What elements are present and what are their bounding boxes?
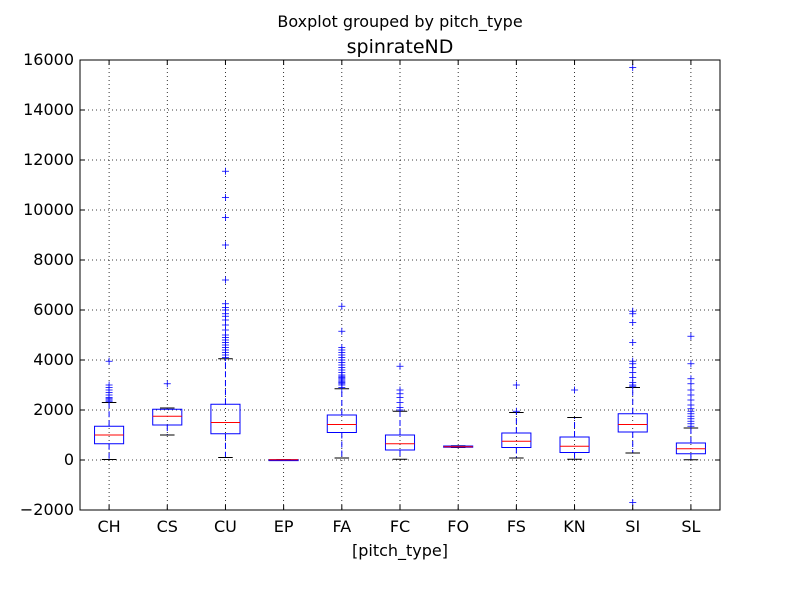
flier-point <box>629 307 637 315</box>
y-tick-label: 6000 <box>33 300 74 319</box>
flier-point <box>396 362 404 370</box>
flier-point <box>512 407 520 415</box>
box-cs <box>152 380 183 436</box>
flier-point <box>338 327 346 335</box>
iqr-box <box>326 414 357 433</box>
box-ch <box>94 357 125 460</box>
box-fs <box>501 381 532 459</box>
flier-point <box>687 375 695 383</box>
flier-point <box>105 357 113 365</box>
box-sl <box>675 332 706 461</box>
flier-point <box>571 386 579 394</box>
box-cu <box>210 167 241 458</box>
iqr-box <box>617 413 648 433</box>
flier-point <box>512 381 520 389</box>
y-tick-label: 14000 <box>23 100 74 119</box>
x-tick-label-si: SI <box>625 517 640 536</box>
flier-point <box>163 380 171 388</box>
x-tick-label-kn: KN <box>563 517 585 536</box>
box-fc <box>384 362 416 460</box>
flier-point <box>221 276 229 284</box>
x-axis-label: [pitch_type] <box>352 541 448 561</box>
box-fo <box>443 445 474 448</box>
y-tick-label: 12000 <box>23 150 74 169</box>
x-tick-label-cu: CU <box>214 517 237 536</box>
flier-point <box>338 344 346 351</box>
y-tick-label: 4000 <box>33 350 74 369</box>
x-tick-label-cs: CS <box>157 517 178 536</box>
iqr-box <box>501 432 532 448</box>
y-tick-label: 16000 <box>23 50 74 69</box>
y-tick-label: 0 <box>64 450 74 469</box>
x-axis: CH CS CU EP FA FC FO FS KN SI SL <box>97 60 701 536</box>
iqr-box <box>210 403 241 435</box>
flier-point <box>687 360 695 368</box>
flier-point <box>221 241 229 249</box>
y-tick-label: 2000 <box>33 400 74 419</box>
x-tick-label-sl: SL <box>681 517 700 536</box>
flier-point <box>629 499 637 506</box>
x-tick-label-fs: FS <box>507 517 526 536</box>
flier-point <box>221 300 229 308</box>
flier-point <box>687 386 695 394</box>
box-kn <box>559 386 590 460</box>
y-axis: −2000 0 2000 4000 6000 8000 10000 12000 14000 160… <box>20 50 720 519</box>
flier-point <box>687 332 695 340</box>
grid-lines <box>80 59 720 511</box>
flier-point <box>396 386 404 394</box>
chart-suptitle: Boxplot grouped by pitch_type <box>277 12 522 32</box>
flier-point <box>221 194 229 201</box>
x-tick-label-ch: CH <box>97 517 120 536</box>
chart-title: spinrateND <box>347 36 454 58</box>
iqr-box <box>152 408 183 426</box>
box-fa <box>326 302 357 459</box>
y-tick-label: 10000 <box>23 200 74 219</box>
flier-point <box>629 319 637 326</box>
y-tick-label: 8000 <box>33 250 74 269</box>
flier-point <box>105 381 113 389</box>
flier-point <box>629 64 637 71</box>
flier-point <box>629 357 637 365</box>
box-group <box>94 64 706 506</box>
box-si <box>617 64 648 506</box>
x-tick-label-fa: FA <box>332 517 351 536</box>
y-tick-label: −2000 <box>20 500 74 519</box>
x-tick-label-fc: FC <box>390 517 410 536</box>
flier-point <box>221 214 229 221</box>
x-tick-label-fo: FO <box>447 517 469 536</box>
box-ep <box>268 459 299 462</box>
flier-point <box>221 167 229 175</box>
iqr-box <box>559 436 590 453</box>
iqr-box <box>384 434 416 451</box>
flier-point <box>338 302 346 310</box>
x-tick-label-ep: EP <box>274 517 294 536</box>
flier-point <box>629 339 637 346</box>
